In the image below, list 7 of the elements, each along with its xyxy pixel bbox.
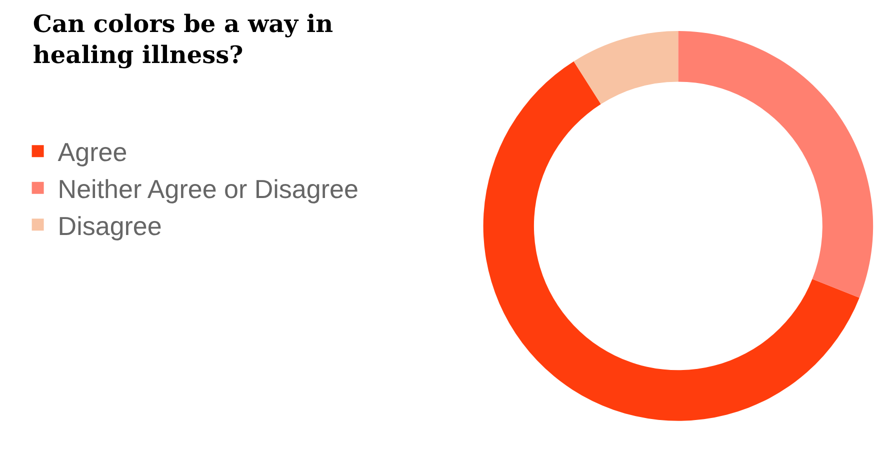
legend-label: Neither Agree or Disagree — [58, 174, 358, 204]
donut-slice — [483, 61, 860, 421]
legend-label: Agree — [58, 137, 128, 168]
donut-slice — [574, 31, 678, 104]
legend-label: Disagree — [58, 210, 162, 241]
donut-slice — [678, 31, 874, 298]
chart-title: Can colors be a way in healing illness? — [32, 8, 334, 70]
